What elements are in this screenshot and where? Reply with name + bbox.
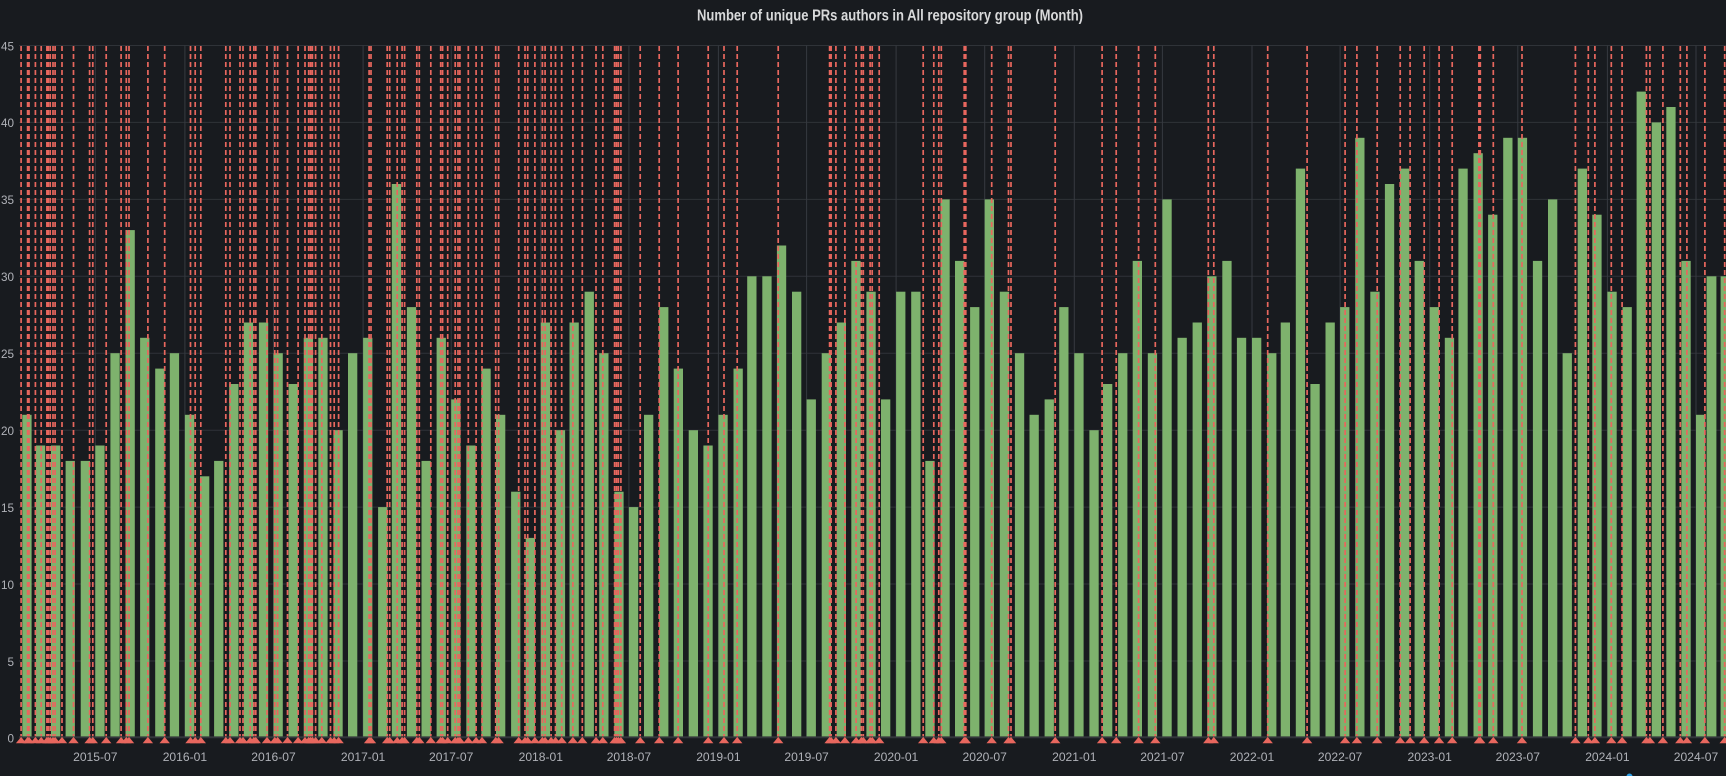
svg-text:Number of unique PRs authors i: Number of unique PRs authors in All repo… bbox=[697, 7, 1083, 24]
svg-text:2024-07: 2024-07 bbox=[1674, 750, 1719, 764]
svg-text:5: 5 bbox=[7, 656, 14, 669]
svg-text:20: 20 bbox=[1, 425, 15, 438]
svg-text:2016-07: 2016-07 bbox=[251, 750, 296, 764]
svg-text:2020-01: 2020-01 bbox=[874, 750, 919, 764]
svg-text:2021-07: 2021-07 bbox=[1140, 750, 1185, 764]
svg-text:2018-01: 2018-01 bbox=[519, 750, 564, 764]
svg-text:45: 45 bbox=[1, 40, 15, 53]
svg-text:10: 10 bbox=[1, 579, 15, 592]
svg-text:2019-07: 2019-07 bbox=[784, 750, 829, 764]
svg-text:2018-07: 2018-07 bbox=[607, 750, 652, 764]
svg-text:2017-01: 2017-01 bbox=[341, 750, 386, 764]
svg-text:2019-01: 2019-01 bbox=[696, 750, 741, 764]
svg-text:35: 35 bbox=[1, 194, 15, 207]
svg-text:2020-07: 2020-07 bbox=[963, 750, 1008, 764]
svg-text:2022-07: 2022-07 bbox=[1318, 750, 1363, 764]
svg-text:2016-01: 2016-01 bbox=[163, 750, 208, 764]
svg-text:0: 0 bbox=[7, 733, 14, 746]
svg-text:2024-01: 2024-01 bbox=[1585, 750, 1630, 764]
svg-text:2021-01: 2021-01 bbox=[1052, 750, 1097, 764]
svg-text:2015-07: 2015-07 bbox=[73, 750, 118, 764]
svg-text:30: 30 bbox=[1, 271, 15, 284]
svg-text:15: 15 bbox=[1, 502, 15, 515]
svg-text:2023-01: 2023-01 bbox=[1408, 750, 1453, 764]
svg-text:2023-07: 2023-07 bbox=[1496, 750, 1541, 764]
svg-text:40: 40 bbox=[1, 117, 15, 130]
svg-text:25: 25 bbox=[1, 348, 15, 361]
svg-text:2017-07: 2017-07 bbox=[429, 750, 474, 764]
svg-text:2022-01: 2022-01 bbox=[1230, 750, 1275, 764]
